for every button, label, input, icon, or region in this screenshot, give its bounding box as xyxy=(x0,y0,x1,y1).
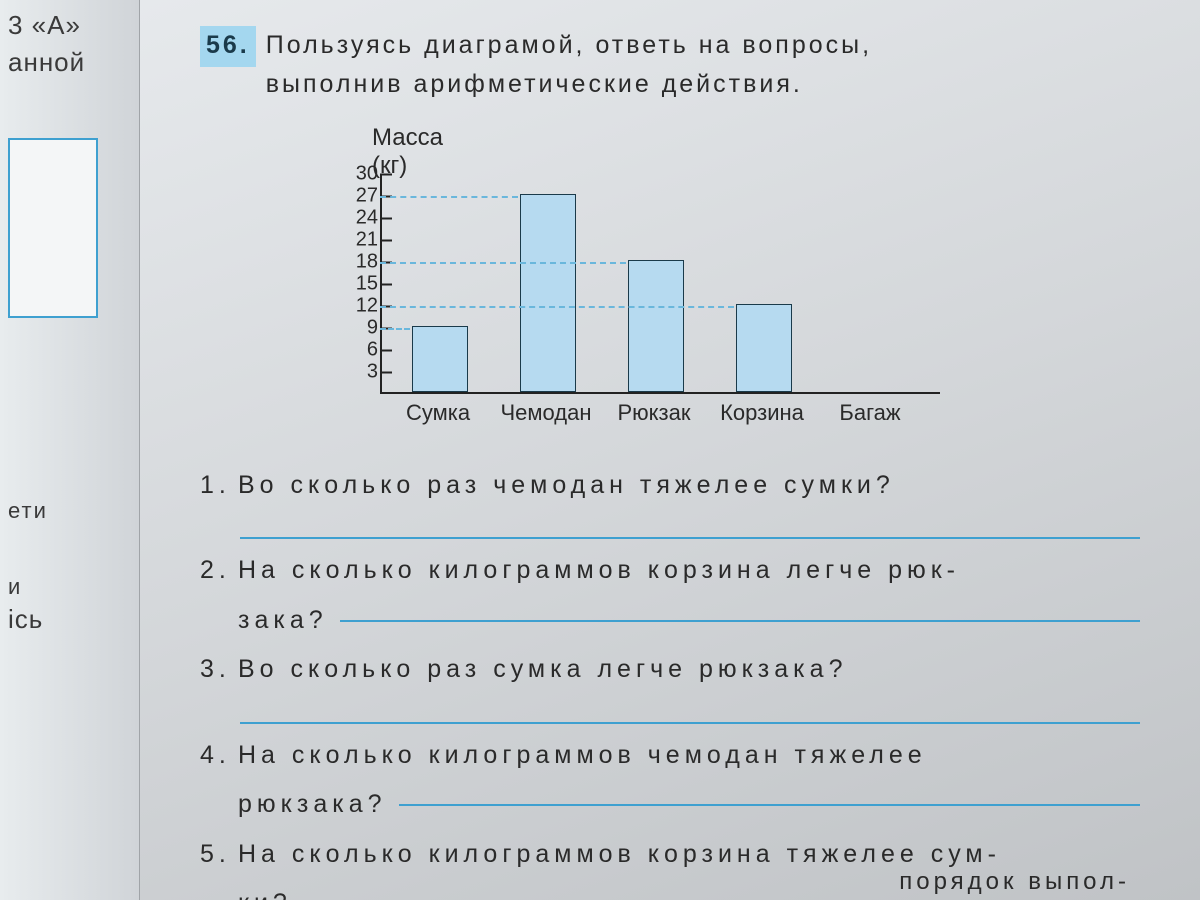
bar-chart: Масса (кг) 36912151821242730 Сумка Чемодан… xyxy=(320,124,980,444)
left-page-fragment: 3 «А» анной ети и ісь xyxy=(0,0,140,900)
answer-line-4[interactable] xyxy=(399,802,1140,806)
answer-line-1[interactable] xyxy=(240,511,1140,539)
q1-num: 1. xyxy=(200,462,238,510)
answer-line-3[interactable] xyxy=(240,696,1140,724)
task-text: Пользуясь диаграмой, ответь на вопросы, … xyxy=(266,26,1140,104)
q2-num: 2. xyxy=(200,547,238,595)
grid-line xyxy=(380,196,518,198)
question-2b: зака? xyxy=(200,597,1140,645)
x-label: Сумка xyxy=(406,400,470,426)
y-tick: 30 xyxy=(340,162,378,185)
answer-line-2[interactable] xyxy=(340,618,1140,622)
questions-block: 1. Во сколько раз чемодан тяжелее сумки?… xyxy=(200,462,1140,900)
x-label: Корзина xyxy=(720,400,804,426)
y-tick: 9 xyxy=(340,316,378,339)
chart-plot-area: 36912151821242730СумкаЧемоданРюкзакКорзи… xyxy=(320,174,980,434)
q4-text-b: рюкзака? xyxy=(238,781,387,829)
q3-text: Во сколько раз сумка легче рюкзака? xyxy=(238,646,847,694)
y-tick: 18 xyxy=(340,250,378,273)
left-text-5: ісь xyxy=(8,604,131,635)
x-label: Чемодан xyxy=(501,400,592,426)
x-label: Багаж xyxy=(839,400,900,426)
grid-line xyxy=(380,262,626,264)
q3-num: 3. xyxy=(200,646,238,694)
y-tick: 24 xyxy=(340,206,378,229)
left-text-2: анной xyxy=(8,47,131,78)
y-tick: 21 xyxy=(340,228,378,251)
question-1: 1. Во сколько раз чемодан тяжелее сумки? xyxy=(200,462,1140,510)
q1-text: Во сколько раз чемодан тяжелее сумки? xyxy=(238,462,895,510)
grid-line xyxy=(380,306,734,308)
left-text-3: ети xyxy=(8,498,131,524)
bar xyxy=(736,304,792,392)
y-tick: 12 xyxy=(340,294,378,317)
y-tick: 15 xyxy=(340,272,378,295)
q5-num: 5. xyxy=(200,831,238,879)
main-page: 56. Пользуясь диаграмой, ответь на вопро… xyxy=(140,0,1200,900)
question-2: 2. На сколько килограммов корзина легче … xyxy=(200,547,1140,595)
question-3: 3. Во сколько раз сумка легче рюкзака? xyxy=(200,646,1140,694)
bar xyxy=(412,326,468,392)
task-number-badge: 56. xyxy=(200,26,256,67)
bar xyxy=(628,260,684,392)
grid-line xyxy=(380,328,410,330)
q4-text-a: На сколько килограммов чемодан тяжелее xyxy=(238,732,927,780)
q5-text-b: ки? xyxy=(238,880,292,900)
q2-text-b: зака? xyxy=(238,597,328,645)
bottom-cutoff-text: порядок выпол- xyxy=(899,868,1130,896)
y-tick: 3 xyxy=(340,360,378,383)
q4-num: 4. xyxy=(200,732,238,780)
x-label: Рюкзак xyxy=(618,400,691,426)
plot-box xyxy=(380,174,940,394)
left-cyan-box xyxy=(8,138,98,318)
task-line1: Пользуясь диаграмой, ответь на вопросы, xyxy=(266,31,872,59)
left-text-1: 3 «А» xyxy=(8,10,131,41)
question-4b: рюкзака? xyxy=(200,781,1140,829)
task-line2: выполнив арифметические действия. xyxy=(266,70,803,98)
y-tick: 6 xyxy=(340,338,378,361)
y-title-1: Масса xyxy=(372,124,443,151)
y-axis-title: Масса (кг) xyxy=(372,124,443,182)
q5-text-a: На сколько килограммов корзина тяжелее с… xyxy=(238,831,1001,879)
bar xyxy=(520,194,576,392)
question-4: 4. На сколько килограммов чемодан тяжеле… xyxy=(200,732,1140,780)
y-tick: 27 xyxy=(340,184,378,207)
q2-text-a: На сколько килограммов корзина легче рюк… xyxy=(238,547,960,595)
task-heading: 56. Пользуясь диаграмой, ответь на вопро… xyxy=(200,26,1140,104)
left-text-4: и xyxy=(8,574,131,600)
